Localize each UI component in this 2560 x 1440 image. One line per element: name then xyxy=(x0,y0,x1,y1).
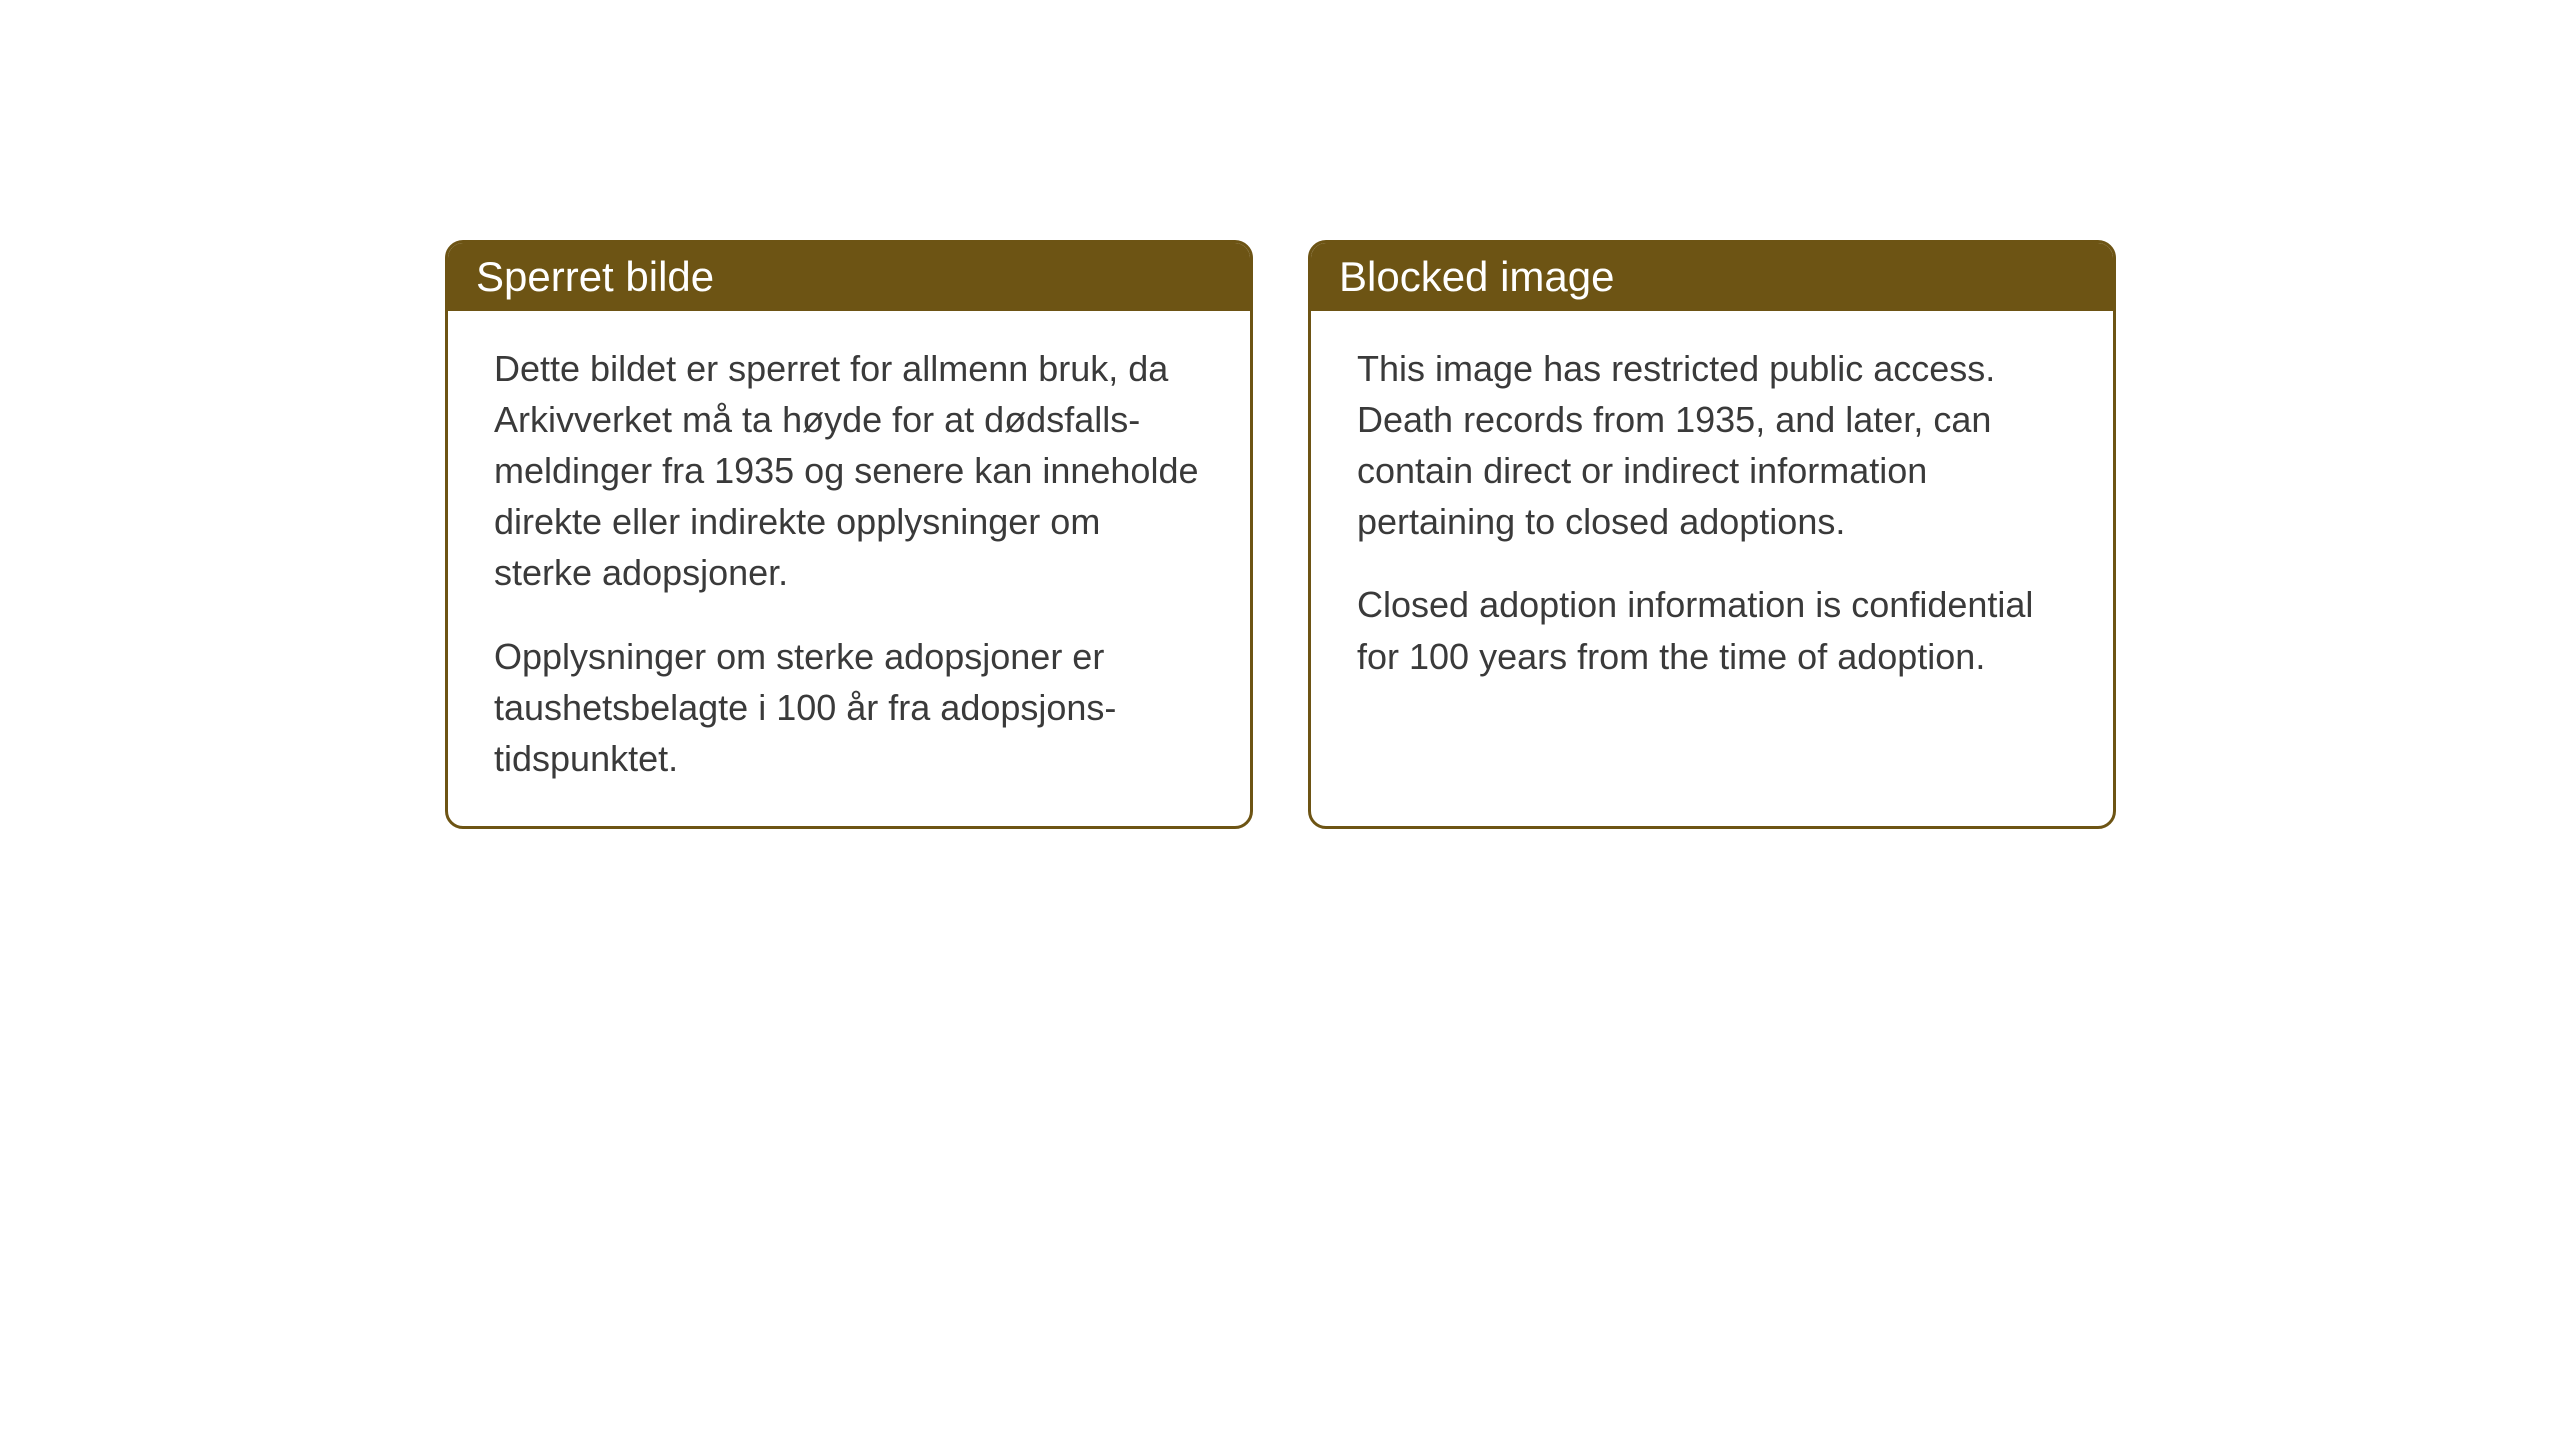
notice-cards-container: Sperret bilde Dette bildet er sperret fo… xyxy=(445,240,2116,829)
card-paragraph-2-norwegian: Opplysninger om sterke adopsjoner er tau… xyxy=(494,631,1204,784)
card-body-norwegian: Dette bildet er sperret for allmenn bruk… xyxy=(448,311,1250,826)
notice-card-english: Blocked image This image has restricted … xyxy=(1308,240,2116,829)
card-header-english: Blocked image xyxy=(1311,243,2113,311)
card-header-norwegian: Sperret bilde xyxy=(448,243,1250,311)
card-paragraph-2-english: Closed adoption information is confident… xyxy=(1357,579,2067,681)
notice-card-norwegian: Sperret bilde Dette bildet er sperret fo… xyxy=(445,240,1253,829)
card-body-english: This image has restricted public access.… xyxy=(1311,311,2113,724)
card-paragraph-1-norwegian: Dette bildet er sperret for allmenn bruk… xyxy=(494,343,1204,599)
card-paragraph-1-english: This image has restricted public access.… xyxy=(1357,343,2067,547)
